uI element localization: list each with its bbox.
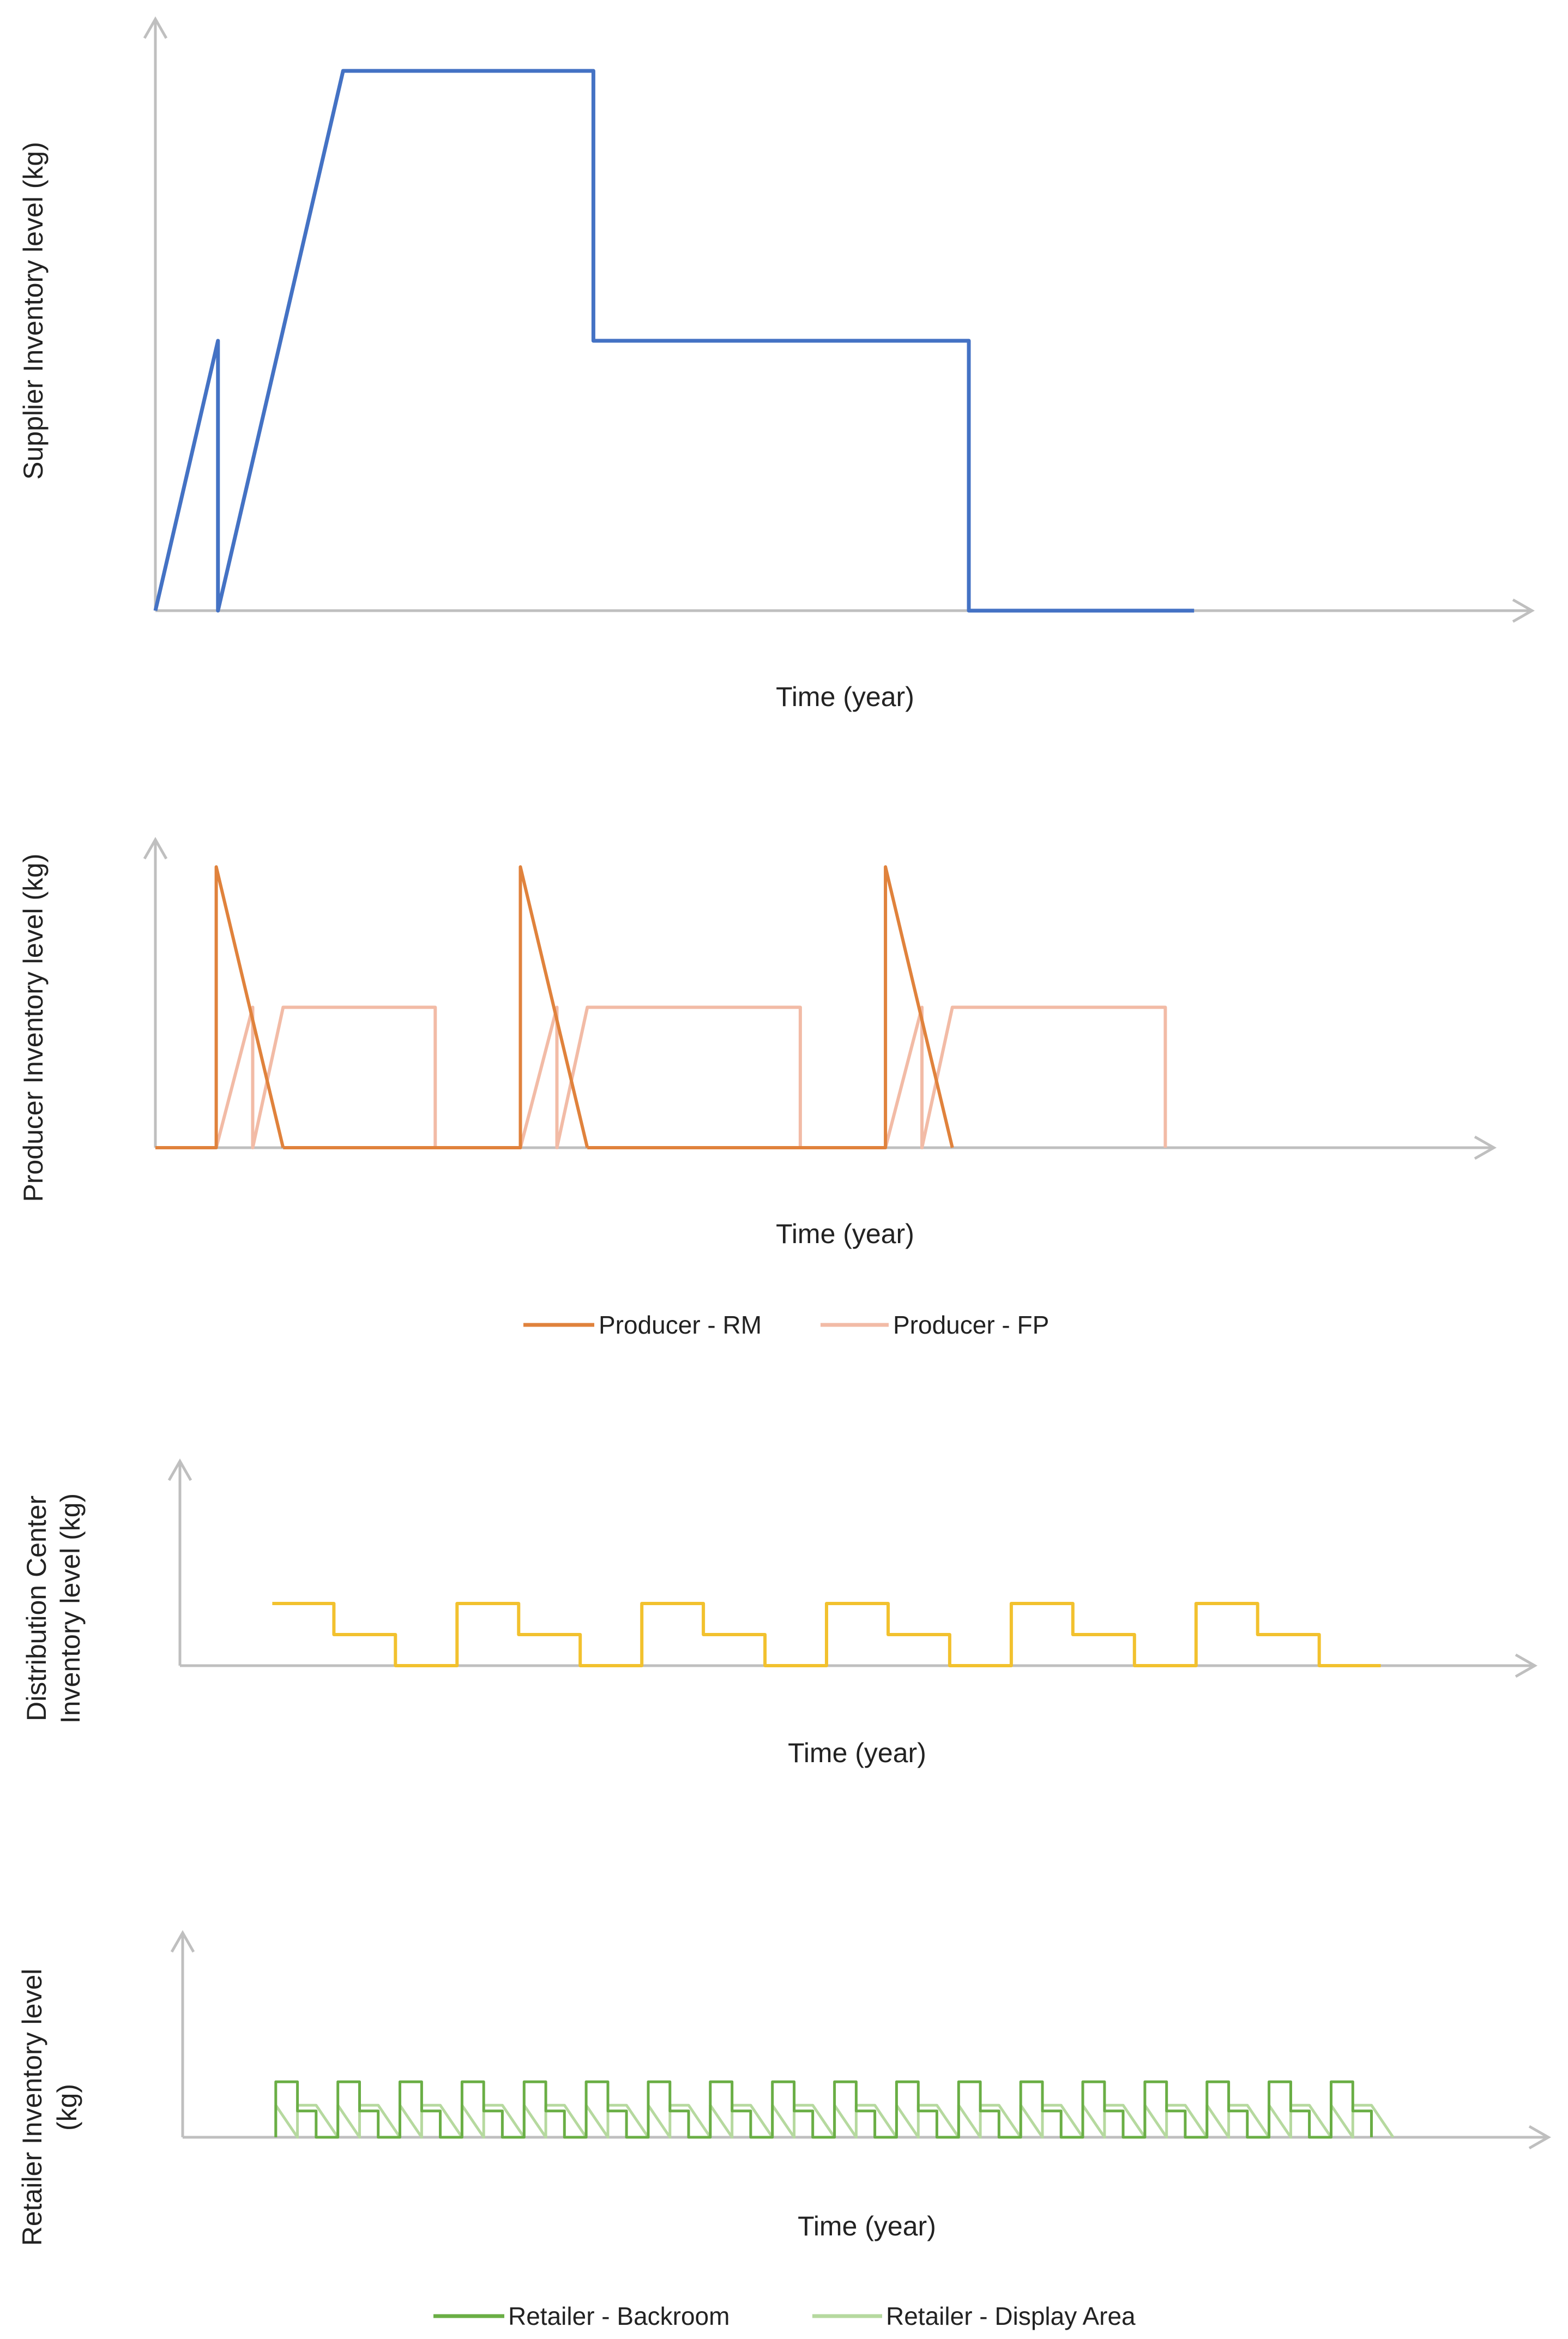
producer-axes bbox=[143, 836, 1497, 1160]
series-line-producer-rm-3 bbox=[587, 865, 954, 1149]
retailer-y-axis-title-line1: Retailer Inventory level bbox=[17, 1969, 47, 2246]
retailer-x-axis-title: Time (year) bbox=[798, 2211, 936, 2241]
distribution-y-arrow bbox=[167, 1458, 192, 1481]
producer-x-axis-title: Time (year) bbox=[776, 1219, 914, 1249]
distribution-axes bbox=[167, 1458, 1538, 1678]
retailer-y-axis-title-line2: (kg) bbox=[52, 2084, 82, 2131]
supplier-series-group bbox=[153, 69, 1195, 613]
producer-y-arrow bbox=[143, 836, 168, 860]
producer-y-axis-title: Producer Inventory level (kg) bbox=[18, 853, 49, 1202]
series-line-producer-rm-1 bbox=[155, 865, 285, 1149]
series-line-distribution-center bbox=[272, 1602, 1381, 1667]
supplier-x-arrow bbox=[1512, 598, 1535, 623]
legend-label-retailer-backroom: Retailer - Backroom bbox=[508, 2302, 729, 2330]
retailer-chart: Time (year) Retailer Inventory level (kg… bbox=[17, 1930, 1552, 2330]
producer-chart: Time (year) Producer Inventory level (kg… bbox=[18, 836, 1497, 1339]
distribution-y-axis-title-line2: Inventory level (kg) bbox=[55, 1493, 86, 1723]
distribution-series-group bbox=[272, 1602, 1381, 1667]
distribution-y-axis-title-line1: Distribution Center bbox=[21, 1496, 52, 1721]
retailer-y-arrow bbox=[170, 1930, 195, 1953]
series-line-producer-fp bbox=[155, 1005, 1167, 1149]
retailer-series-group bbox=[274, 2080, 1395, 2139]
series-line-retailer-backroom bbox=[274, 2080, 1373, 2139]
legend-label-retailer-display: Retailer - Display Area bbox=[886, 2302, 1136, 2330]
supplier-y-axis-title: Supplier Inventory level (kg) bbox=[18, 142, 49, 480]
producer-legend: Producer - RM Producer - FP bbox=[523, 1311, 1049, 1339]
legend-label-producer-rm: Producer - RM bbox=[599, 1311, 762, 1339]
supplier-y-arrow bbox=[143, 16, 168, 39]
distribution-chart: Time (year) Distribution Center Inventor… bbox=[21, 1458, 1538, 1768]
supplier-axes bbox=[143, 16, 1535, 623]
producer-series-group bbox=[155, 865, 1167, 1149]
distribution-x-axis-title: Time (year) bbox=[788, 1738, 926, 1768]
retailer-x-arrow bbox=[1528, 2125, 1552, 2150]
distribution-x-arrow bbox=[1515, 1653, 1538, 1678]
retailer-legend: Retailer - Backroom Retailer - Display A… bbox=[433, 2302, 1136, 2330]
legend-label-producer-fp: Producer - FP bbox=[893, 1311, 1049, 1339]
producer-x-arrow bbox=[1474, 1135, 1497, 1160]
supplier-x-axis-title: Time (year) bbox=[776, 682, 914, 712]
supplier-chart: Time (year) Supplier Inventory level (kg… bbox=[18, 16, 1535, 712]
series-line-producer-rm-2 bbox=[283, 865, 589, 1149]
series-line-supplier bbox=[153, 69, 1195, 613]
